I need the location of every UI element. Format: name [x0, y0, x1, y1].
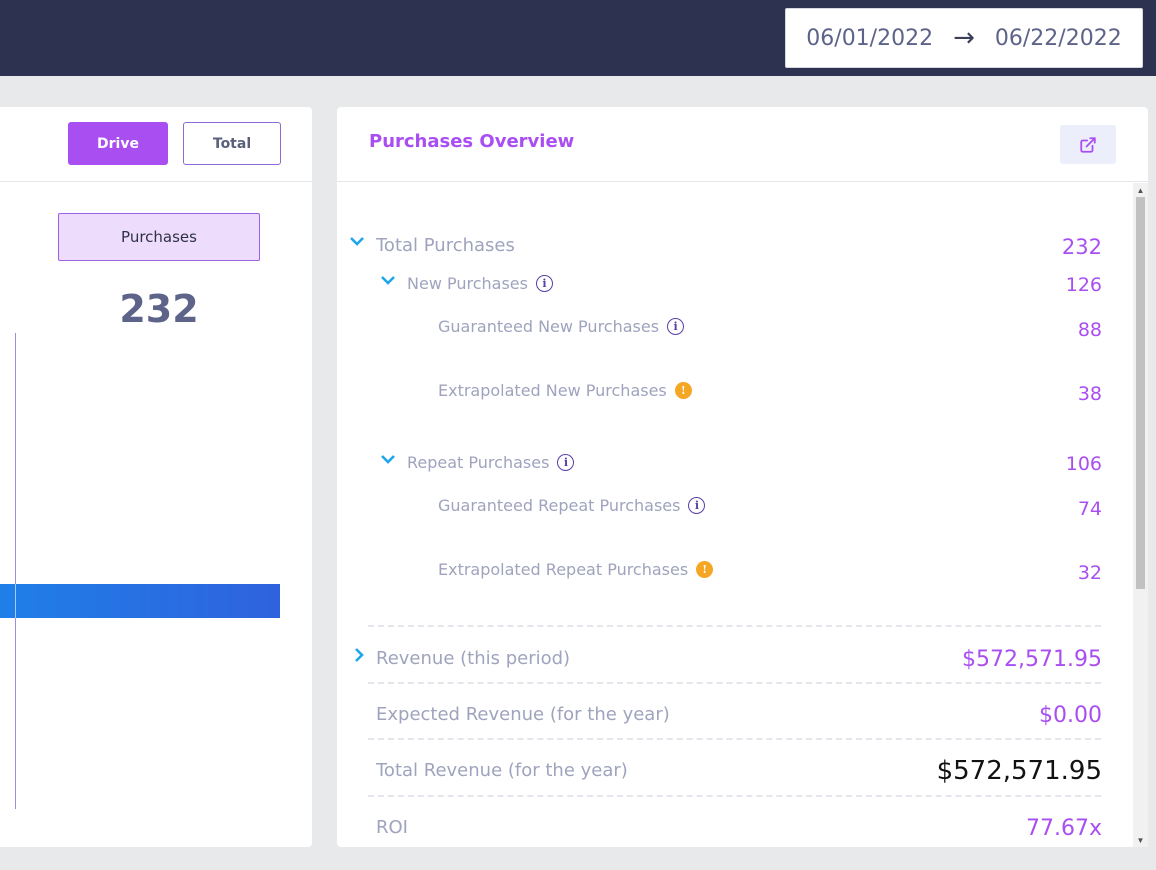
top-bar: 06/01/2022 → 06/22/2022 [0, 0, 1156, 76]
chart-bar[interactable] [0, 584, 280, 618]
purchases-chart-card: Drive Total Purchases 232 [0, 107, 312, 847]
extrapolated-new-purchases-label: Extrapolated New Purchases [438, 381, 667, 400]
extrapolated-repeat-purchases-value: 32 [1077, 562, 1102, 584]
chevron-down-icon[interactable] [349, 233, 365, 249]
drive-button[interactable]: Drive [68, 122, 168, 165]
roi-label: ROI [376, 817, 408, 838]
new-purchases-row[interactable]: New Purchases i 126 [337, 269, 1133, 303]
guaranteed-new-purchases-label: Guaranteed New Purchases [438, 317, 660, 336]
roi-row: ROI 77.67x [337, 811, 1133, 847]
total-revenue-label: Total Revenue (for the year) [376, 760, 628, 781]
scrollbar[interactable]: ▲ ▼ [1133, 183, 1148, 847]
divider [368, 625, 1101, 627]
divider [368, 795, 1101, 797]
date-start[interactable]: 06/01/2022 [806, 25, 934, 51]
overview-card-header: Purchases Overview [337, 107, 1148, 182]
total-revenue-row: Total Revenue (for the year) $572,571.95 [337, 753, 1133, 793]
total-revenue-value: $572,571.95 [936, 756, 1102, 786]
chart-axis-overlay [15, 584, 16, 618]
overview-title: Purchases Overview [369, 131, 575, 152]
external-link-icon [1080, 136, 1096, 153]
chart-axis-line [15, 333, 16, 809]
extrapolated-new-purchases-row: Extrapolated New Purchases ! 38 [337, 381, 1133, 415]
extrapolated-new-purchases-value: 38 [1077, 383, 1102, 405]
total-purchases-row[interactable]: Total Purchases 232 [337, 229, 1133, 265]
revenue-period-label: Revenue (this period) [376, 648, 571, 669]
info-icon[interactable]: i [535, 275, 553, 292]
purchases-total-value: 232 [119, 287, 199, 331]
info-icon[interactable]: i [557, 454, 575, 471]
new-purchases-label: New Purchases [407, 274, 528, 293]
revenue-period-value: $572,571.95 [962, 647, 1102, 672]
chevron-down-icon[interactable] [380, 272, 396, 288]
repeat-purchases-row[interactable]: Repeat Purchases i 106 [337, 448, 1133, 482]
guaranteed-repeat-purchases-value: 74 [1077, 498, 1102, 520]
date-end[interactable]: 06/22/2022 [994, 25, 1122, 51]
info-icon[interactable]: i [667, 318, 685, 335]
arrow-right-icon: → [953, 23, 975, 53]
external-link-button[interactable] [1060, 125, 1116, 164]
divider [368, 738, 1101, 740]
scroll-down-icon[interactable]: ▼ [1136, 835, 1145, 845]
purchases-metric-button[interactable]: Purchases [58, 213, 260, 261]
guaranteed-repeat-purchases-row: Guaranteed Repeat Purchases i 74 [337, 496, 1133, 530]
extrapolated-repeat-purchases-row: Extrapolated Repeat Purchases ! 32 [337, 560, 1133, 594]
total-button[interactable]: Total [183, 122, 281, 165]
guaranteed-new-purchases-row: Guaranteed New Purchases i 88 [337, 317, 1133, 351]
repeat-purchases-value: 106 [1065, 453, 1102, 475]
chart-card-header: Drive Total [0, 107, 312, 182]
warning-icon[interactable]: ! [696, 561, 714, 578]
extrapolated-repeat-purchases-label: Extrapolated Repeat Purchases [438, 560, 689, 579]
scroll-thumb[interactable] [1136, 197, 1145, 589]
date-range-picker[interactable]: 06/01/2022 → 06/22/2022 [785, 8, 1143, 68]
repeat-purchases-label: Repeat Purchases [407, 453, 550, 472]
scroll-up-icon[interactable]: ▲ [1136, 185, 1145, 195]
total-purchases-label: Total Purchases [376, 235, 515, 256]
new-purchases-value: 126 [1065, 274, 1102, 296]
chevron-right-icon[interactable] [351, 647, 367, 663]
guaranteed-repeat-purchases-label: Guaranteed Repeat Purchases [438, 496, 681, 515]
chevron-down-icon[interactable] [380, 451, 396, 467]
expected-revenue-row: Expected Revenue (for the year) $0.00 [337, 697, 1133, 737]
expected-revenue-label: Expected Revenue (for the year) [376, 704, 670, 725]
roi-value: 77.67x [1025, 816, 1102, 841]
expected-revenue-value: $0.00 [1039, 703, 1102, 728]
warning-icon[interactable]: ! [674, 382, 692, 399]
guaranteed-new-purchases-value: 88 [1077, 319, 1102, 341]
divider [368, 682, 1101, 684]
total-purchases-value: 232 [1061, 235, 1102, 259]
info-icon[interactable]: i [688, 497, 706, 514]
overview-content: Total Purchases 232 New Purchases i 126 … [337, 183, 1133, 847]
purchases-overview-card: Purchases Overview Total Purchases 232 [337, 107, 1148, 847]
revenue-period-row[interactable]: Revenue (this period) $572,571.95 [337, 641, 1133, 681]
